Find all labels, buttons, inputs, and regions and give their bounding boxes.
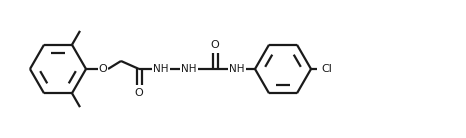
Text: NH: NH xyxy=(153,64,169,74)
Text: O: O xyxy=(135,88,144,98)
Text: NH: NH xyxy=(229,64,245,74)
Text: O: O xyxy=(211,40,219,50)
Text: NH: NH xyxy=(181,64,197,74)
Text: O: O xyxy=(99,64,107,74)
Text: Cl: Cl xyxy=(322,64,332,74)
